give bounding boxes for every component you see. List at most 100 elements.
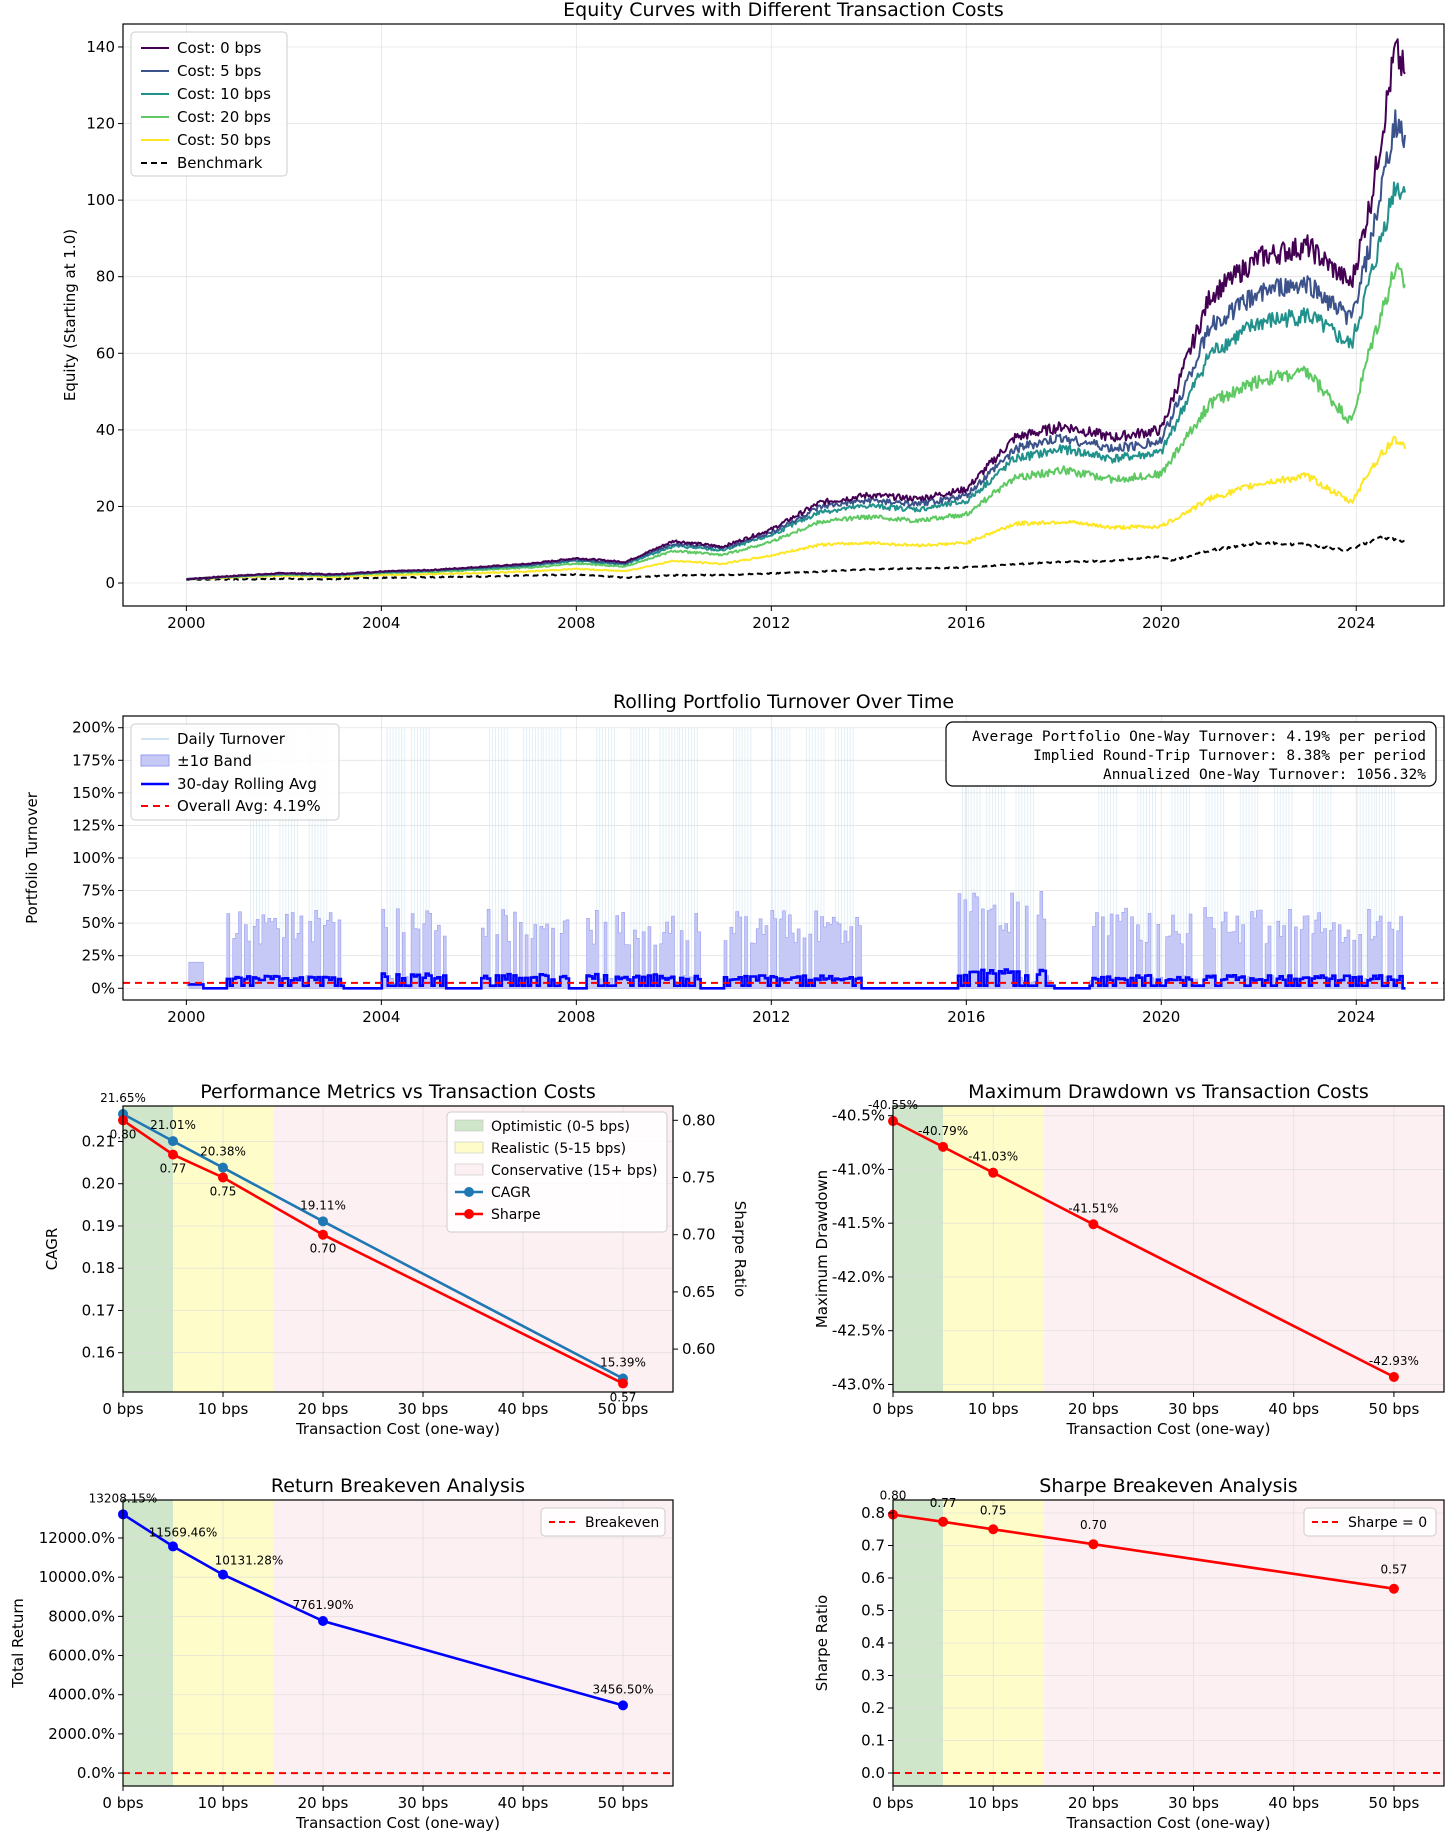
x-tick-label: 20 bps [1068,1400,1119,1418]
y-right-tick-label: 0.60 [682,1340,715,1358]
y-tick-label: 200% [72,719,115,737]
x-tick-label: 30 bps [1168,1400,1219,1418]
data-label: -41.03% [968,1150,1018,1164]
x-tick-label: 30 bps [1168,1794,1219,1812]
y-tick-label: 100% [72,849,115,867]
y-tick-label: 0 [105,574,115,592]
series-line-cost-50-bps [186,435,1406,581]
y-right-tick-label: 0.70 [682,1226,715,1244]
legend-label: 30-day Rolling Avg [177,775,317,793]
y-tick-label: 0.18 [82,1259,115,1277]
x-tick-label: 0 bps [102,1400,143,1418]
data-point [988,1524,999,1535]
y-tick-label: 0.7 [861,1537,885,1555]
y-tick-label: 10000.0% [39,1568,115,1586]
y-tick-label: 0.20 [82,1175,115,1193]
x-tick-label: 10 bps [968,1794,1019,1812]
turnover-chart: 2000 2004 2008 2012 2016 2020 2024 0% 25% 50% 75% 1… [23,691,1445,1026]
y-axis-label: Total Return [9,1598,27,1689]
data-point [618,1700,628,1711]
annotation-box [945,721,1437,787]
data-point [988,1167,999,1178]
x-tick-label: 30 bps [398,1400,449,1418]
annotation-line: Annualized One-Way Turnover: 1056.32% [1103,767,1426,783]
y-axis-label: Equity (Starting at 1.0) [61,229,79,401]
y-tick-label: 2000.0% [48,1725,115,1743]
data-point [168,1136,178,1147]
legend-box [446,1111,668,1233]
data-label: 0.75 [210,1185,237,1199]
legend-label: Cost: 50 bps [177,131,271,149]
y-tick-label: 0.16 [82,1344,115,1362]
cost-region [273,1500,673,1786]
x-tick-label: 40 bps [498,1794,549,1812]
legend-label: Realistic (5-15 bps) [491,1141,626,1157]
legend-label: Conservative (15+ bps) [491,1163,657,1179]
x-tick-label: 20 bps [298,1794,349,1812]
y-tick-label: 120 [86,115,115,133]
x-axis-label: Transaction Cost (one-way) [295,1420,500,1438]
x-tick-label: 20 bps [1068,1794,1119,1812]
x-tick-label: 2008 [557,1008,595,1026]
plot-frame [122,1499,674,1787]
y-tick-label: -41.5% [832,1214,885,1232]
x-tick-label: 2004 [362,1008,400,1026]
y-tick-label: 8000.0% [48,1607,115,1625]
legend-box [130,31,288,177]
legend-label: Cost: 0 bps [177,39,262,57]
x-tick-label: 2016 [947,614,985,632]
x-tick-label: 2000 [167,1008,205,1026]
data-label: 0.57 [610,1390,637,1404]
y-tick-label: 0.2 [861,1699,885,1717]
plot-frame [892,1105,1445,1393]
y-tick-label: 125% [72,816,115,834]
y-tick-label: 80 [96,268,115,286]
legend-swatch [454,1119,484,1132]
y-tick-label: -43.0% [832,1375,885,1393]
y-right-tick-label: 0.75 [682,1169,715,1187]
data-point [318,1616,328,1627]
data-label: 0.57 [1381,1563,1408,1577]
legend-label: Optimistic (0-5 bps) [491,1119,630,1135]
y-tick-label: 0.6 [861,1569,885,1587]
legend-label: Overall Avg: 4.19% [177,797,321,815]
cost-region [893,1106,944,1392]
chart-title: Equity Curves with Different Transaction… [563,0,1004,21]
x-tick-label: 2016 [947,1008,985,1026]
performance-chart: 21.65% 21.01% 20.38% 19.11% 15.39% 0.80 0.77 0.… [43,1081,749,1438]
annotation-line: Implied Round-Trip Turnover: 8.38% per p… [1033,748,1426,764]
x-tick-label: 2024 [1337,614,1375,632]
x-tick-label: 50 bps [1369,1400,1420,1418]
data-label: 10131.28% [215,1554,284,1568]
x-tick-label: 0 bps [102,1794,143,1812]
cost-region [1043,1106,1444,1392]
y-tick-label: -42.5% [832,1322,885,1340]
data-point [1088,1219,1099,1230]
legend-label: Sharpe [491,1207,541,1223]
cost-region [123,1106,173,1392]
data-point [218,1172,228,1183]
y-tick-label: -40.5% [832,1107,885,1125]
y-tick-label: 6000.0% [48,1647,115,1665]
y-tick-label: 175% [72,751,115,769]
y-tick-label: 0.0% [77,1764,115,1782]
y-axis-label: Portfolio Turnover [23,791,41,924]
data-point [218,1569,228,1580]
y-tick-label: -41.0% [832,1160,885,1178]
y-axis-label: CAGR [43,1228,61,1271]
legend-label: Cost: 20 bps [177,108,271,126]
data-label: 0.77 [930,1496,957,1510]
data-label: 21.65% [100,1091,146,1105]
data-point [168,1541,178,1552]
data-point [168,1149,178,1160]
chart-title: Maximum Drawdown vs Transaction Costs [968,1081,1369,1103]
y-tick-label: 25% [82,947,115,965]
x-tick-label: 0 bps [872,1400,913,1418]
equity-chart: 2000 2004 2008 2012 2016 2020 2024 0 20 40 60 80 100… [61,0,1445,632]
x-tick-label: 2008 [557,614,595,632]
y-tick-label: 60 [96,344,115,362]
y-tick-label: 0.21 [82,1132,115,1150]
y-tick-label: 0.5 [861,1602,885,1620]
x-tick-label: 50 bps [598,1400,649,1418]
